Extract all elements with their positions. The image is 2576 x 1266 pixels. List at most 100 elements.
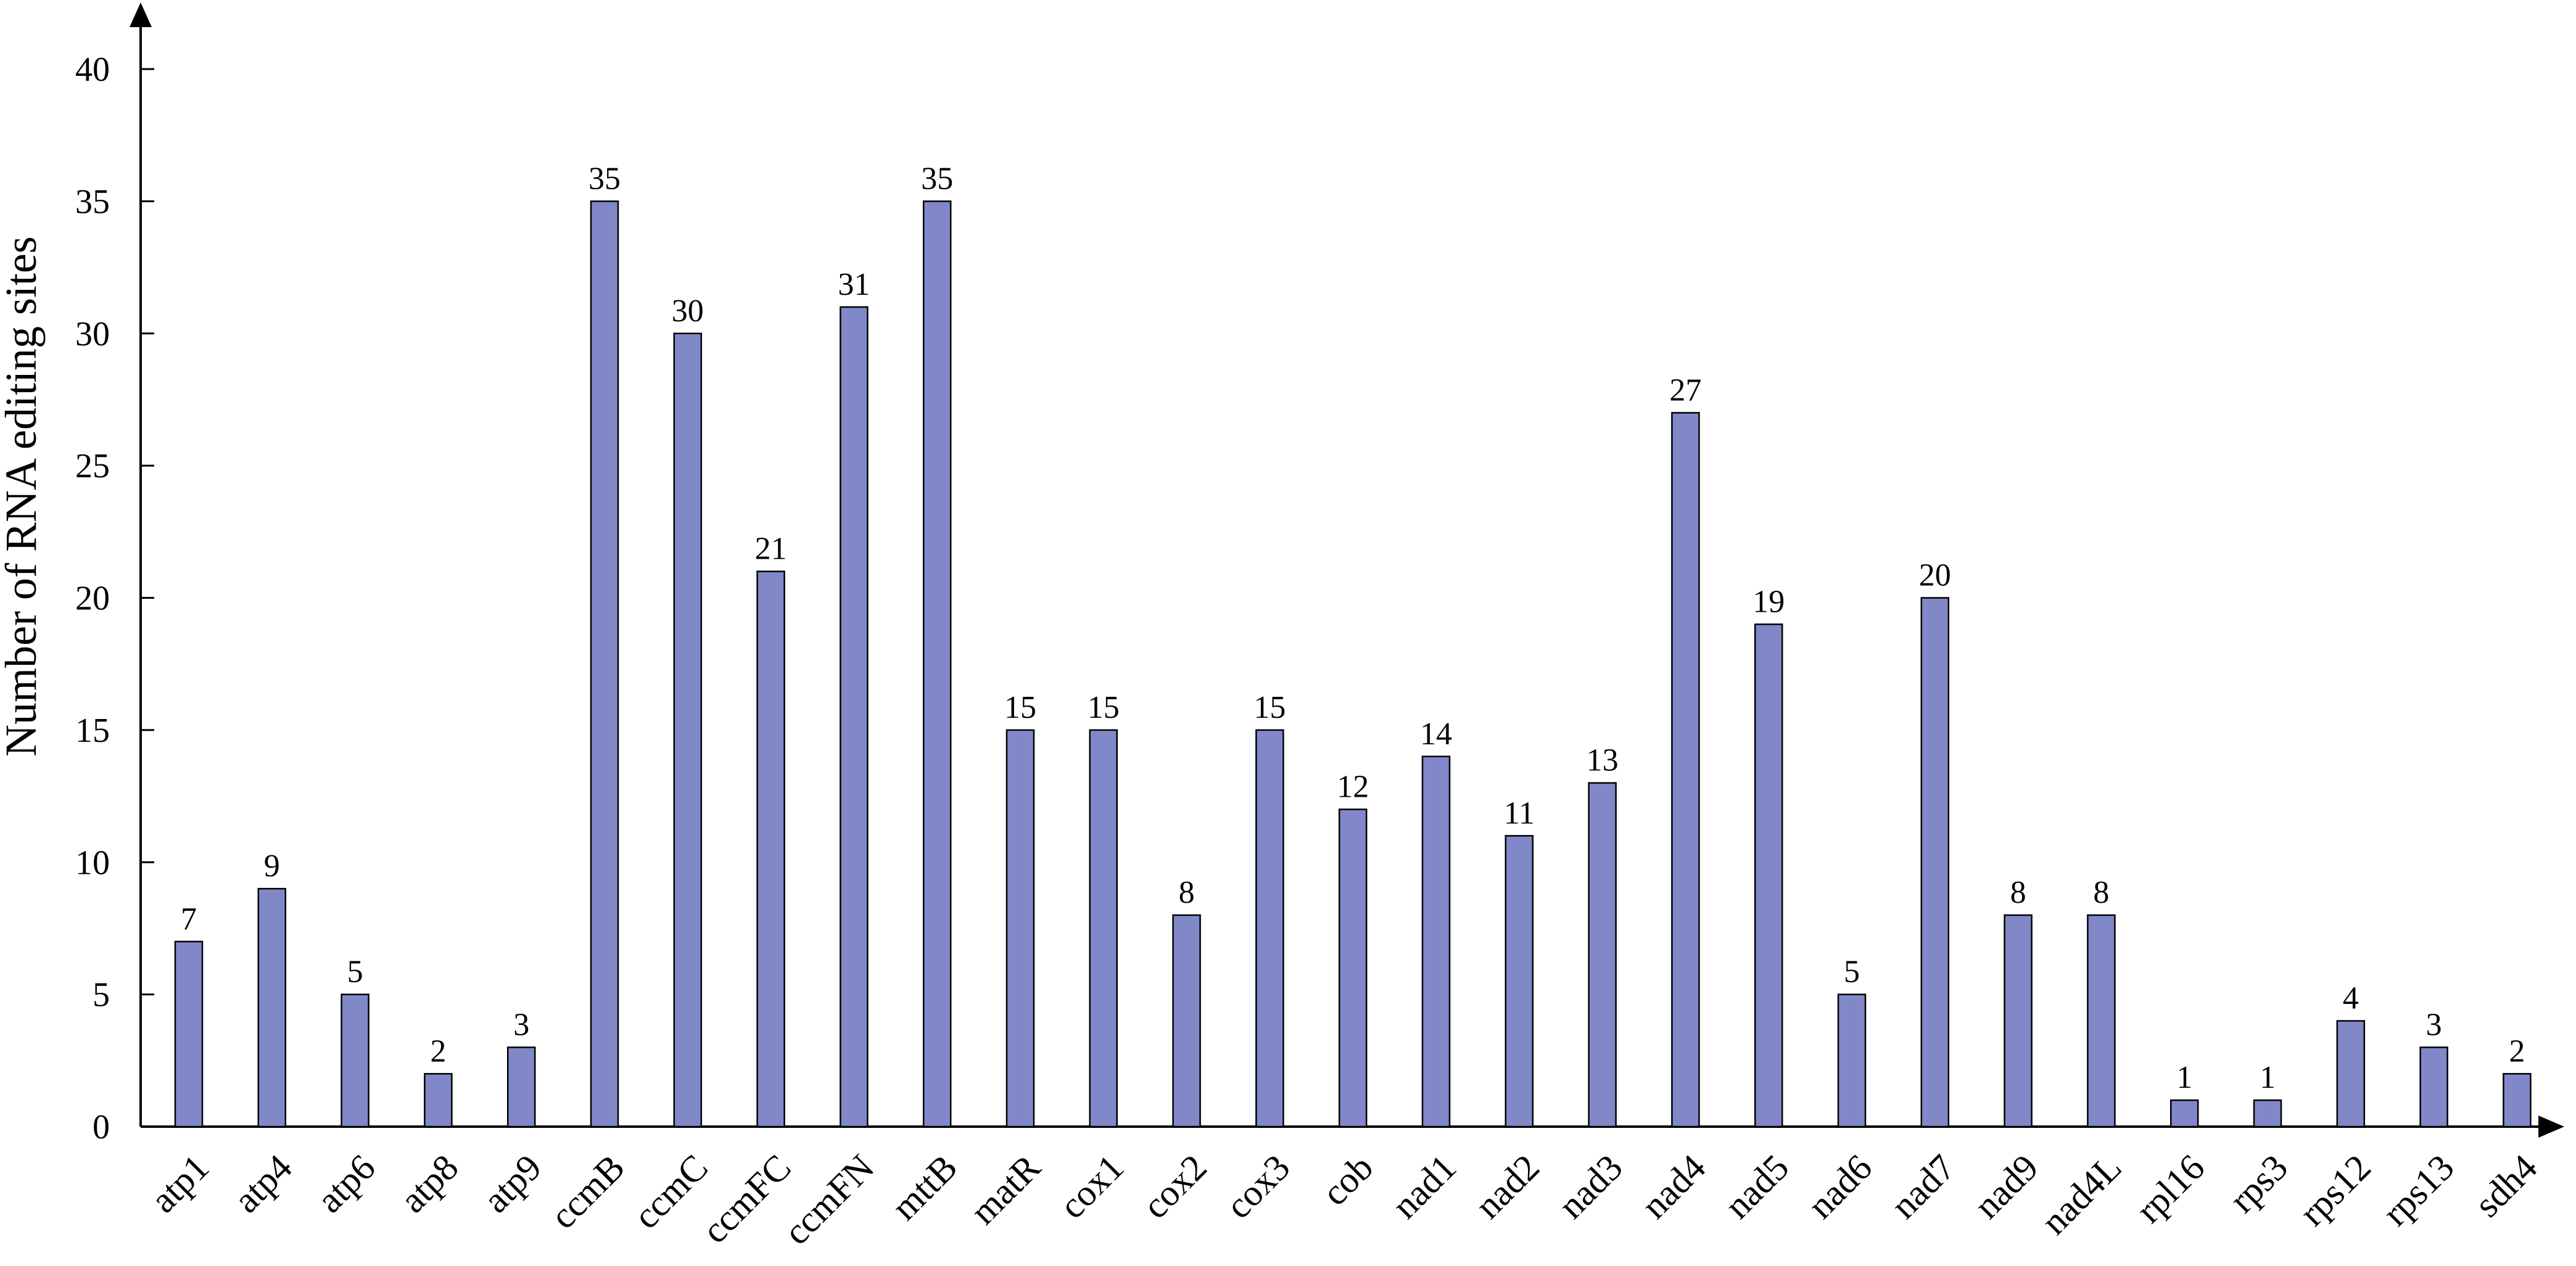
value-label-nad9: 8 (2010, 875, 2026, 910)
bar-ccmB (590, 200, 619, 1128)
bar-nad9 (2004, 914, 2033, 1128)
x-tick-label-cox2: cox2 (1135, 1147, 1215, 1227)
bar-rpl16 (2169, 1099, 2199, 1128)
value-label-ccmFC: 21 (755, 532, 787, 567)
value-label-rpl16: 1 (2176, 1060, 2192, 1095)
x-tick-label-rps3: rps3 (2221, 1147, 2295, 1221)
y-tick-label: 20 (75, 580, 110, 618)
value-label-nad5: 19 (1752, 584, 1785, 619)
bar-mttB (922, 200, 952, 1128)
value-label-cox1: 15 (1088, 690, 1120, 725)
x-tick-label-nad4L: nad4L (2034, 1147, 2129, 1243)
value-label-nad6: 5 (1844, 955, 1860, 990)
value-label-ccmFN: 31 (838, 267, 870, 302)
value-label-atp4: 9 (264, 849, 280, 884)
y-tick-label: 0 (93, 1108, 110, 1146)
x-tick-label-atp8: atp8 (392, 1147, 466, 1221)
x-tick-label-nad7: nad7 (1883, 1147, 1963, 1227)
y-tick-label: 25 (75, 447, 110, 485)
x-tick-label-ccmFN: ccmFN (776, 1147, 882, 1253)
x-tick-label-nad4: nad4 (1633, 1147, 1713, 1227)
bar-nad4L (2087, 914, 2116, 1128)
bar-ccmFN (840, 306, 869, 1128)
value-label-nad7: 20 (1919, 558, 1951, 593)
bar-atp1 (174, 940, 204, 1128)
x-tick-label-atp4: atp4 (226, 1147, 300, 1221)
y-axis-arrowhead (130, 2, 152, 27)
bar-nad2 (1505, 835, 1534, 1128)
bar-rps13 (2419, 1046, 2448, 1128)
bar-cox2 (1172, 914, 1201, 1128)
x-tick-label-atp6: atp6 (309, 1147, 383, 1221)
bar-nad3 (1588, 782, 1617, 1128)
value-label-atp1: 7 (181, 902, 197, 937)
y-tick-label: 30 (75, 315, 110, 353)
value-label-atp8: 2 (430, 1034, 446, 1069)
bar-nad6 (1837, 993, 1867, 1128)
x-tick-label-cob: cob (1314, 1147, 1381, 1214)
x-tick-label-nad2: nad2 (1468, 1147, 1547, 1227)
y-tick-label: 35 (75, 183, 110, 221)
bar-nad7 (1920, 597, 1950, 1128)
x-tick-label-nad5: nad5 (1717, 1147, 1796, 1227)
value-label-ccmC: 30 (672, 294, 704, 329)
bar-ccmFC (756, 570, 785, 1128)
y-axis-title: Number of RNA editing sites (0, 236, 46, 757)
x-tick-label-cox3: cox3 (1218, 1147, 1297, 1227)
value-label-rps13: 3 (2426, 1007, 2442, 1042)
x-tick-label-ccmB: ccmB (543, 1147, 633, 1237)
value-label-ccmB: 35 (588, 161, 621, 196)
x-tick-label-atp9: atp9 (476, 1147, 550, 1221)
value-label-nad4: 27 (1669, 372, 1701, 408)
x-tick-label-mttB: mttB (884, 1147, 965, 1228)
bar-atp6 (341, 993, 369, 1128)
value-label-nad3: 13 (1587, 743, 1619, 778)
x-tick-label-ccmFC: ccmFC (695, 1147, 799, 1251)
bar-atp4 (257, 887, 287, 1128)
value-label-mttB: 35 (921, 161, 953, 196)
value-label-cox3: 15 (1253, 690, 1286, 725)
x-axis-arrowhead (2538, 1116, 2564, 1138)
value-label-nad4L: 8 (2093, 875, 2109, 910)
value-label-rps12: 4 (2343, 981, 2359, 1016)
bar-nad4 (1671, 412, 1700, 1128)
labels-layer: 05101520253035407atp19atp45atp62atp83atp… (75, 51, 2545, 1252)
x-tick-label-nad6: nad6 (1800, 1147, 1880, 1227)
x-tick-label-atp1: atp1 (142, 1147, 217, 1221)
bar-cox3 (1255, 729, 1284, 1128)
bar-rps3 (2253, 1099, 2282, 1128)
x-tick-label-nad3: nad3 (1551, 1147, 1630, 1227)
value-label-sdh4: 2 (2509, 1034, 2525, 1069)
value-label-nad2: 11 (1504, 795, 1535, 831)
value-label-atp9: 3 (513, 1007, 529, 1042)
x-tick-label-matR: matR (963, 1147, 1049, 1233)
x-tick-label-nad1: nad1 (1384, 1147, 1464, 1227)
x-tick-label-rpl16: rpl16 (2128, 1147, 2212, 1231)
x-tick-label-rps12: rps12 (2292, 1147, 2379, 1234)
y-tick-label: 15 (75, 712, 110, 750)
bar-nad5 (1754, 623, 1783, 1128)
bar-matR (1005, 729, 1035, 1128)
value-label-rps3: 1 (2260, 1060, 2276, 1095)
value-label-nad1: 14 (1420, 717, 1452, 752)
bar-sdh4 (2503, 1073, 2532, 1128)
bar-ccmC (673, 332, 703, 1128)
x-tick-label-cox1: cox1 (1052, 1147, 1131, 1227)
bars-layer (174, 200, 2532, 1128)
y-tick-label: 10 (75, 844, 110, 882)
bar-cox1 (1089, 729, 1118, 1128)
bar-cob (1338, 808, 1368, 1128)
bar-atp8 (424, 1073, 453, 1128)
value-label-atp6: 5 (347, 955, 363, 990)
bar-rps12 (2336, 1020, 2366, 1128)
x-tick-label-sdh4: sdh4 (2467, 1147, 2545, 1225)
x-tick-label-rps13: rps13 (2375, 1147, 2462, 1234)
value-label-matR: 15 (1004, 690, 1036, 725)
bar-nad1 (1421, 755, 1451, 1128)
y-tick-label: 5 (93, 976, 110, 1014)
y-tick-label: 40 (75, 51, 110, 89)
bar-atp9 (506, 1046, 536, 1128)
value-label-cob: 12 (1337, 770, 1369, 805)
